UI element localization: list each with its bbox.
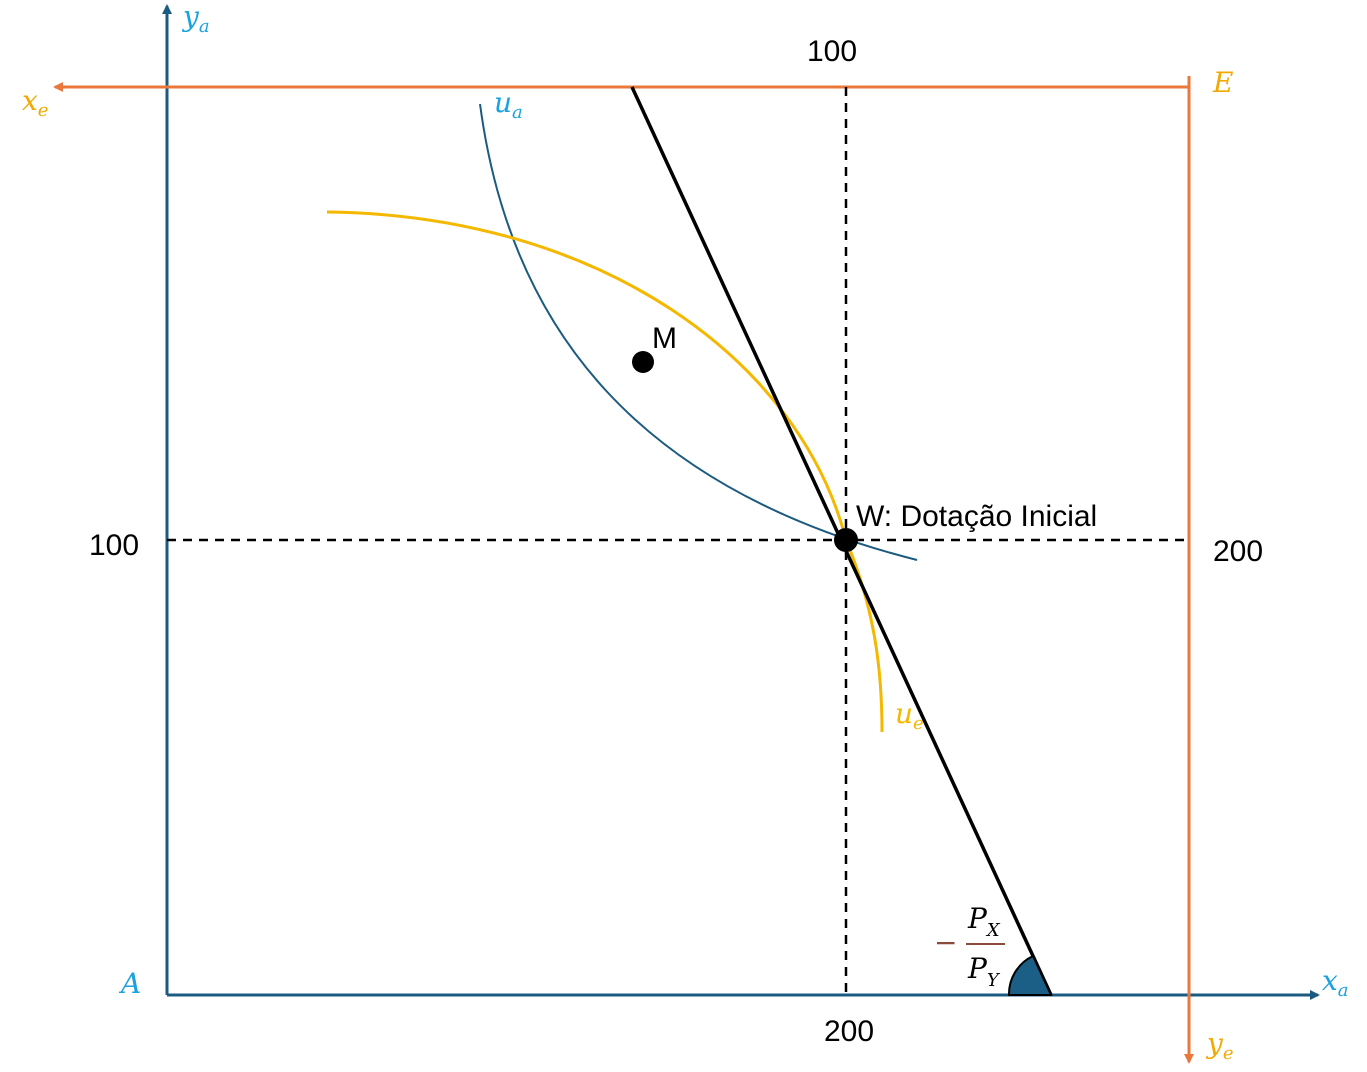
tick-left-y: 100 xyxy=(89,529,139,562)
point-m xyxy=(632,351,654,373)
axis-label-xa: xa xyxy=(1322,964,1349,1001)
slope-label: − PX PY xyxy=(934,902,1005,991)
tick-right-y: 200 xyxy=(1213,535,1263,568)
indifference-curve-ua xyxy=(479,103,918,561)
slope-minus: − xyxy=(934,926,957,959)
origin-label-e: E xyxy=(1212,66,1233,99)
origin-label-a: A xyxy=(118,967,141,1000)
curve-label-ue: ue xyxy=(895,697,924,734)
point-m-label: M xyxy=(652,322,677,355)
curve-label-ua: ua xyxy=(494,86,523,123)
slope-denominator: PY xyxy=(967,952,1001,991)
point-w-label: W: Dotação Inicial xyxy=(856,500,1097,533)
indifference-curve-ue xyxy=(326,210,884,733)
slope-angle-marker xyxy=(1007,954,1053,996)
axis-label-ye: ye xyxy=(1205,1027,1233,1064)
tick-top-x: 100 xyxy=(807,35,857,68)
tick-bottom-x: 200 xyxy=(824,1015,874,1048)
slope-numerator: PX xyxy=(967,902,1001,941)
axis-label-xe: xe xyxy=(22,84,48,121)
axis-label-ya: ya xyxy=(181,0,210,37)
point-w xyxy=(834,528,858,552)
